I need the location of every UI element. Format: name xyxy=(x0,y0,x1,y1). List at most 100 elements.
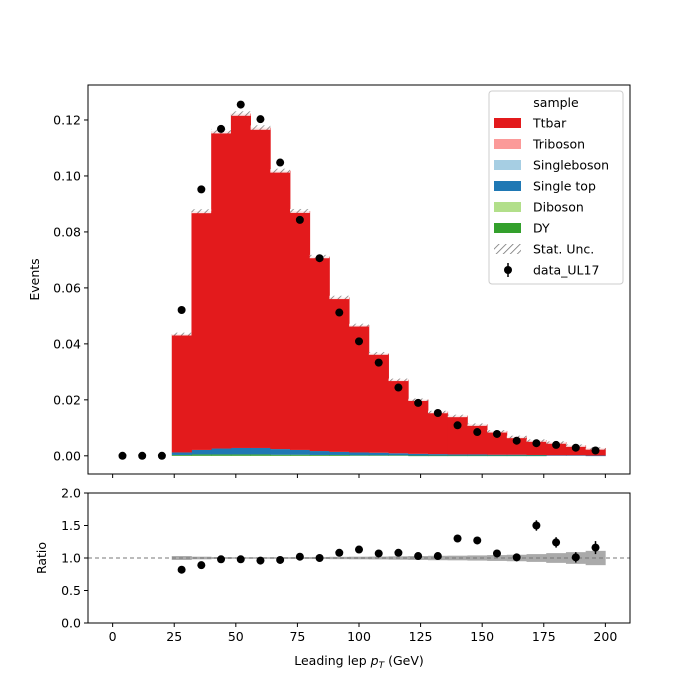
ratio-y-tick-label: 0.5 xyxy=(61,583,81,598)
ratio-band-segment xyxy=(349,556,370,560)
data-point xyxy=(433,408,442,417)
bar-single-top xyxy=(349,452,370,456)
ratio-point xyxy=(374,549,383,558)
data-point xyxy=(256,115,265,124)
x-tick-label: 150 xyxy=(470,629,494,644)
ratio-point xyxy=(492,549,501,558)
bar-ttbar xyxy=(329,297,350,452)
bar-single-top xyxy=(368,452,389,456)
bar-dy xyxy=(388,455,409,456)
data-point xyxy=(532,439,541,448)
bar-ttbar xyxy=(211,131,232,449)
bar-single-top xyxy=(526,454,547,456)
x-tick-label: 75 xyxy=(289,629,305,644)
ratio-point xyxy=(315,554,324,562)
ratio-point xyxy=(512,553,521,562)
data-point xyxy=(512,436,521,445)
ratio-point xyxy=(177,565,186,574)
bar-single-top xyxy=(487,454,508,456)
ratio-point xyxy=(414,552,423,561)
ratio-y-tick-label: 2.0 xyxy=(61,486,81,501)
main-y-ticks: 0.00 0.02 0.04 0.06 0.08 0.10 0.12 xyxy=(53,112,88,463)
legend-swatch-singleboson xyxy=(494,160,521,170)
bar-ttbar xyxy=(388,379,409,454)
x-axis-label-subscript: T xyxy=(379,661,386,671)
y-tick-label: 0.10 xyxy=(53,168,81,183)
stat-unc-hatch xyxy=(230,111,251,116)
bar-dy xyxy=(270,454,291,456)
bar-dy xyxy=(230,454,251,456)
legend-swatch-ttbar xyxy=(494,118,521,128)
ratio-point xyxy=(276,555,285,564)
data-point xyxy=(571,443,580,452)
y-tick-label: 0.08 xyxy=(53,224,81,239)
bar-ttbar xyxy=(250,127,271,448)
bar-dy xyxy=(191,454,212,456)
stat-unc-hatch xyxy=(329,295,350,300)
ratio-point xyxy=(552,538,561,547)
bar-ttbar xyxy=(506,436,527,455)
ratio-band-segment xyxy=(546,553,567,563)
y-tick-label: 0.00 xyxy=(53,448,81,463)
bar-dy xyxy=(329,454,350,456)
ratio-point xyxy=(532,521,541,530)
bar-ttbar xyxy=(427,411,449,455)
x-axis-label-text: Leading lep xyxy=(294,653,370,668)
bar-ttbar xyxy=(230,113,251,448)
legend: sample Ttbar Triboson Singleboson Single to… xyxy=(488,90,624,285)
x-tick-label: 125 xyxy=(409,629,433,644)
stat-unc-hatch xyxy=(388,378,409,382)
bar-single-top xyxy=(467,454,488,456)
stat-unc-hatch xyxy=(467,423,488,426)
x-axis-label: Leading lep pT (GeV) xyxy=(294,653,424,671)
stat-unc-hatch xyxy=(447,414,468,418)
ratio-y-ticks: 0.0 0.5 1.0 1.5 2.0 xyxy=(61,486,88,631)
bar-dy xyxy=(487,455,508,457)
legend-entries: Ttbar Triboson Singleboson Single top Diboso… xyxy=(494,116,609,278)
data-point xyxy=(552,440,561,449)
x-axis-label-unit: (GeV) xyxy=(384,653,424,668)
ratio-point xyxy=(256,556,265,565)
stat-unc-hatch xyxy=(368,351,389,355)
ratio-band-segment xyxy=(447,555,468,561)
ratio-point xyxy=(335,548,344,557)
stat-unc-hatch xyxy=(270,168,291,173)
data-point xyxy=(236,100,245,109)
ratio-plot: 0.0 0.5 1.0 1.5 2.0 0 25 50 75 100 125 150 175 200 R… xyxy=(34,486,631,671)
bar-single-top xyxy=(506,454,527,456)
bar-single-top xyxy=(171,452,192,455)
ratio-point xyxy=(571,553,580,562)
legend-title: sample xyxy=(533,95,579,110)
ratio-y-tick-label: 1.5 xyxy=(61,518,81,533)
bar-ttbar xyxy=(487,430,508,455)
x-tick-label: 50 xyxy=(228,629,244,644)
data-point xyxy=(355,337,363,346)
legend-marker-data-ul17 xyxy=(504,266,512,274)
bar-dy xyxy=(309,454,330,456)
bar-ttbar xyxy=(309,256,330,452)
legend-label-ttbar: Ttbar xyxy=(532,116,567,131)
ratio-band-segment xyxy=(467,555,488,561)
ratio-point xyxy=(453,534,462,543)
bar-ttbar xyxy=(447,415,468,455)
bar-dy xyxy=(171,454,192,456)
bar-dy xyxy=(447,455,468,457)
bar-single-top xyxy=(309,451,330,455)
bar-single-top xyxy=(565,455,587,456)
data-point xyxy=(335,308,344,317)
ratio-band-segment xyxy=(329,556,350,560)
legend-label-stat-unc-: Stat. Unc. xyxy=(533,242,594,257)
bar-dy xyxy=(211,454,232,456)
bar-single-top xyxy=(585,455,606,457)
main-plot: 0.00 0.02 0.04 0.06 0.08 0.10 0.12 Events samp… xyxy=(27,84,631,478)
legend-label-diboson: Diboson xyxy=(533,200,584,215)
ratio-point xyxy=(433,552,442,561)
stacked-bars xyxy=(171,113,606,457)
bar-single-top xyxy=(211,448,232,455)
data-point xyxy=(453,421,462,430)
y-tick-label: 0.04 xyxy=(53,336,81,351)
data-point xyxy=(394,383,403,392)
stat-unc-hatch xyxy=(171,332,192,336)
stat-unc-hatch xyxy=(290,208,310,213)
